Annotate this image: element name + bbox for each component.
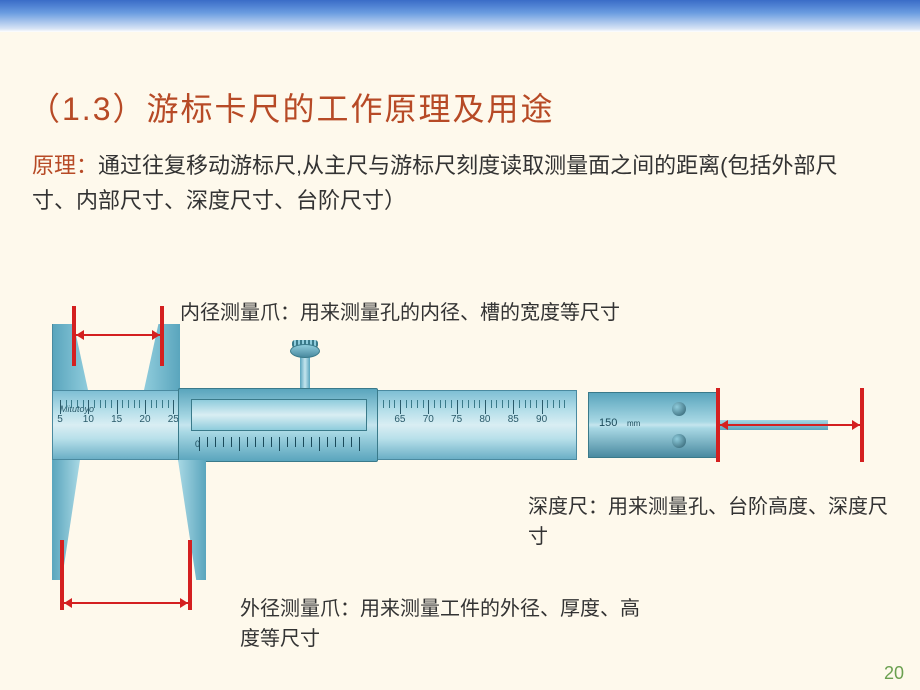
outer-jaw-moving [178,460,206,580]
principle-text: 原理：通过往复移动游标尺,从主尺与游标尺刻度读取测量面之间的距离(包括外部尺寸、… [32,148,880,218]
principle-label: 原理： [32,153,98,178]
slide-title: （1.3）游标卡尺的工作原理及用途 [28,84,555,130]
page-number: 20 [884,663,904,684]
depth-scale-label: 150 [599,417,617,429]
vernier-window [191,399,367,431]
depth-unit-label: mm [627,419,640,428]
principle-body: 通过往复移动游标尺,从主尺与游标尺刻度读取测量面之间的距离(包括外部尺寸、内部尺… [32,153,837,213]
inner-marker-arrow [76,334,160,336]
outer-jaw-fixed [52,460,80,580]
slide-content: （1.3）游标卡尺的工作原理及用途 原理：通过往复移动游标尺,从主尺与游标尺刻度… [0,32,920,690]
header-gradient-bar [0,0,920,32]
outer-jaw-annotation: 外径测量爪：用来测量工件的外径、厚度、高度等尺寸 [240,594,640,654]
vernier-zero-label: 0 [195,439,200,449]
inner-jaw-annotation: 内径测量爪：用来测量孔的内径、槽的宽度等尺寸 [180,298,700,328]
lock-screw-post [300,354,310,388]
vernier-scale [199,437,359,453]
vernier-slider: 0 [178,388,378,462]
depth-rod-annotation: 深度尺：用来测量孔、台阶高度、深度尺寸 [528,492,888,552]
depth-end-block: 150 mm [588,392,718,458]
depth-marker-arrow [720,424,860,426]
outer-marker-arrow [64,602,188,604]
rivet-icon [672,402,686,416]
lock-screw-head [290,344,320,358]
depth-block-rivets [672,402,686,448]
rivet-icon [672,434,686,448]
